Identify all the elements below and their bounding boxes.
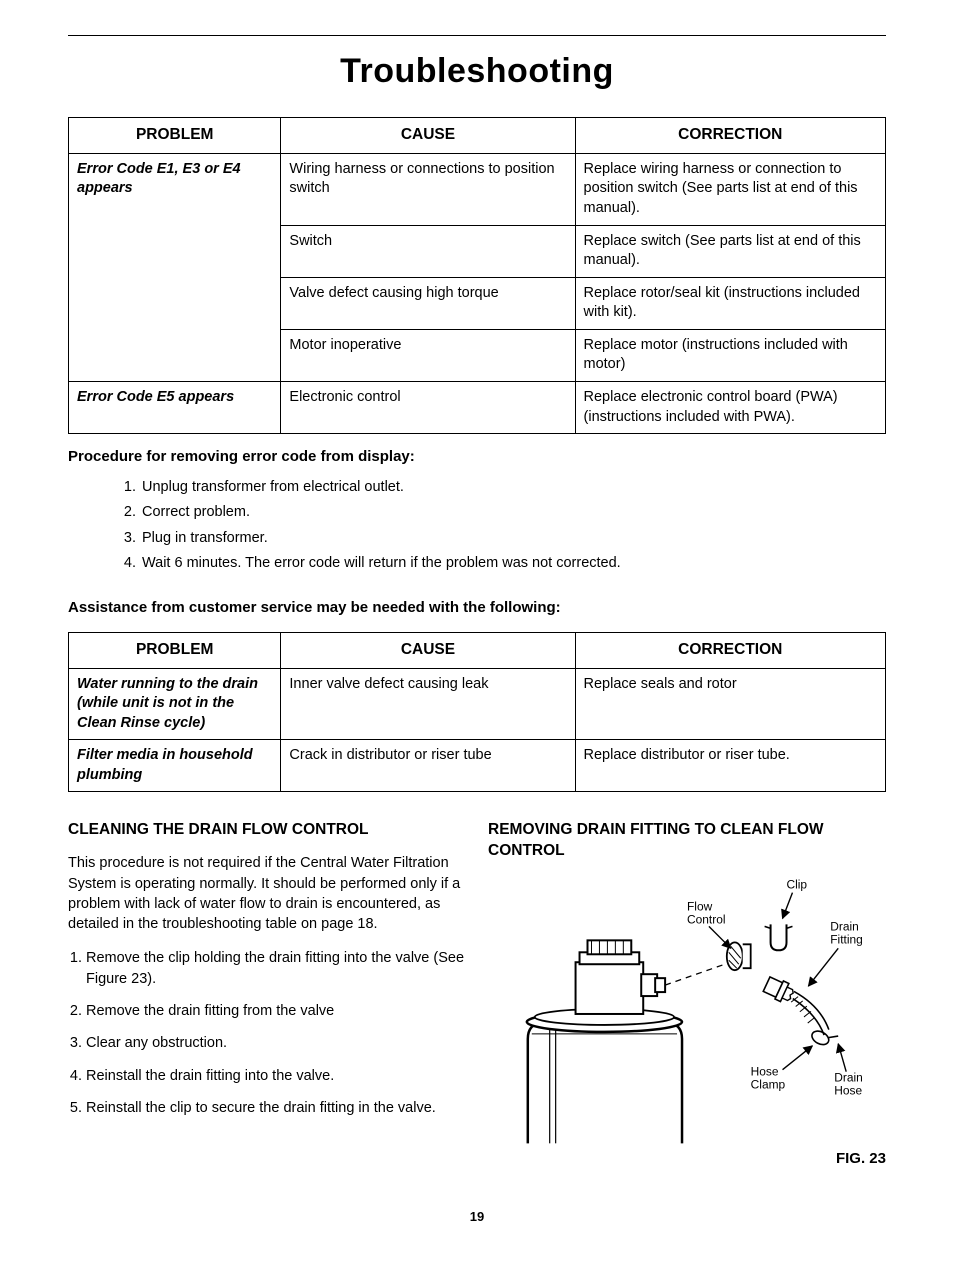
page-title: Troubleshooting [68, 52, 886, 91]
page: Troubleshooting PROBLEM CAUSE CORRECTION… [0, 0, 954, 1264]
problem-cell: Error Code E5 appears [69, 381, 281, 433]
table-row: Filter media in household plumbing Crack… [69, 740, 886, 792]
list-item: Unplug transformer from electrical outle… [140, 475, 886, 500]
correction-cell: Replace seals and rotor [575, 668, 885, 740]
list-item: Reinstall the drain fitting into the val… [86, 1066, 466, 1086]
list-item: Correct problem. [140, 500, 886, 525]
list-item: Wait 6 minutes. The error code will retu… [140, 551, 886, 576]
problem-cell: Filter media in household plumbing [69, 740, 281, 792]
right-column: REMOVING DRAIN FITTING TO CLEAN FLOW CON… [488, 820, 886, 1167]
table-header-row: PROBLEM CAUSE CORRECTION [69, 632, 886, 668]
list-item: Clear any obstruction. [86, 1033, 466, 1053]
figure-caption: FIG. 23 [488, 1150, 886, 1167]
col-header-cause: CAUSE [281, 632, 575, 668]
table-header-row: PROBLEM CAUSE CORRECTION [69, 118, 886, 154]
list-item: Remove the clip holding the drain fittin… [86, 948, 466, 989]
troubleshooting-table-1: PROBLEM CAUSE CORRECTION Error Code E1, … [68, 117, 886, 434]
label-flow-control: FlowControl [687, 900, 725, 927]
cause-cell: Valve defect causing high torque [281, 277, 575, 329]
label-clip: Clip [787, 878, 808, 892]
procedure-list: Unplug transformer from electrical outle… [140, 475, 886, 577]
left-column-para: This procedure is not required if the Ce… [68, 853, 466, 934]
correction-cell: Replace motor (instructions included wit… [575, 329, 885, 381]
cause-cell: Inner valve defect causing leak [281, 668, 575, 740]
cause-cell: Electronic control [281, 381, 575, 433]
correction-cell: Replace wiring harness or connection to … [575, 153, 885, 225]
top-rule [68, 35, 886, 36]
correction-cell: Replace rotor/seal kit (instructions inc… [575, 277, 885, 329]
two-column-section: CLEANING THE DRAIN FLOW CONTROL This pro… [68, 820, 886, 1167]
col-header-problem: PROBLEM [69, 632, 281, 668]
col-header-correction: CORRECTION [575, 632, 885, 668]
assistance-heading: Assistance from customer service may be … [68, 599, 886, 616]
list-item: Remove the drain fitting from the valve [86, 1001, 466, 1021]
left-column-heading: CLEANING THE DRAIN FLOW CONTROL [68, 820, 466, 841]
cause-cell: Wiring harness or connections to posi­ti… [281, 153, 575, 225]
cause-cell: Switch [281, 225, 575, 277]
col-header-correction: CORRECTION [575, 118, 885, 154]
col-header-cause: CAUSE [281, 118, 575, 154]
list-item: Reinstall the clip to secure the drain f… [86, 1098, 466, 1118]
right-column-heading: REMOVING DRAIN FITTING TO CLEAN FLOW CON… [488, 820, 886, 862]
table-row: Error Code E1, E3 or E4 appears Wiring h… [69, 153, 886, 225]
correction-cell: Replace distributor or riser tube. [575, 740, 885, 792]
figure-23: Clip FlowControl DrainFitting HoseClamp … [488, 874, 886, 1144]
label-drain-hose: DrainHose [834, 1071, 863, 1098]
col-header-problem: PROBLEM [69, 118, 281, 154]
table-row: Water running to the drain (while unit i… [69, 668, 886, 740]
cause-cell: Motor inoperative [281, 329, 575, 381]
drain-fitting-diagram: Clip FlowControl DrainFitting HoseClamp … [488, 874, 886, 1144]
procedure-heading: Procedure for removing error code from d… [68, 448, 886, 465]
left-column: CLEANING THE DRAIN FLOW CONTROL This pro… [68, 820, 466, 1167]
cause-cell: Crack in distributor or riser tube [281, 740, 575, 792]
correction-cell: Replace electronic control board (PWA) (… [575, 381, 885, 433]
label-hose-clamp: HoseClamp [751, 1065, 786, 1092]
table-row: Error Code E5 appears Electronic control… [69, 381, 886, 433]
problem-cell: Water running to the drain (while unit i… [69, 668, 281, 740]
problem-cell: Error Code E1, E3 or E4 appears [69, 153, 281, 381]
list-item: Plug in transformer. [140, 526, 886, 551]
correction-cell: Replace switch (See parts list at end of… [575, 225, 885, 277]
troubleshooting-table-2: PROBLEM CAUSE CORRECTION Water running t… [68, 632, 886, 793]
page-number: 19 [68, 1209, 886, 1224]
label-drain-fitting: DrainFitting [830, 920, 863, 947]
cleaning-steps: Remove the clip holding the drain fittin… [68, 948, 466, 1118]
